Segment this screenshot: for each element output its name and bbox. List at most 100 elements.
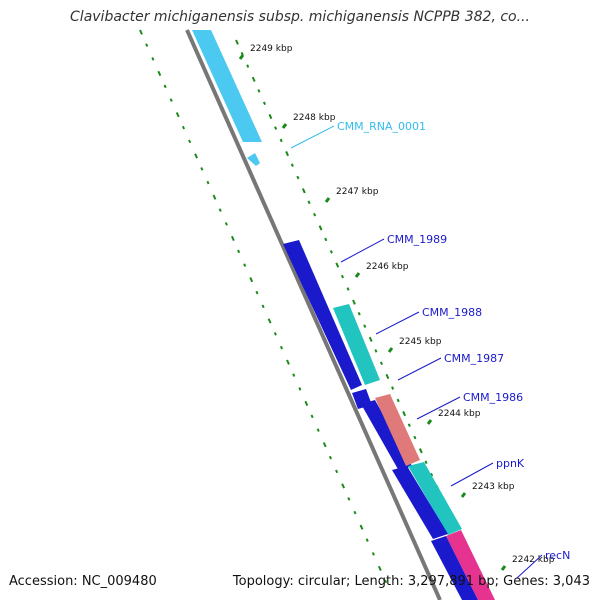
feature-cmm-1986[interactable] (361, 400, 412, 471)
gc-dot-inner (251, 76, 256, 82)
gc-dot-outer (341, 483, 345, 489)
gc-dot-inner (268, 113, 273, 120)
gc-dot-outer (249, 277, 254, 283)
gc-dot-inner (391, 386, 395, 390)
gc-dot-outer (365, 538, 369, 542)
gc-dot-outer (267, 318, 272, 324)
gene-label[interactable]: CMM_1989 (387, 233, 447, 246)
gc-dot-inner (318, 225, 323, 231)
gene-leader-line (290, 125, 335, 149)
gc-dot-outer (194, 153, 198, 159)
ruler-tick-mark (281, 123, 288, 129)
gc-dot-inner (418, 448, 423, 454)
gc-dot-inner (352, 299, 356, 305)
ruler-tick-label: 2246 kbp (366, 262, 409, 272)
feature-labels: CMM_RNA_0001 CMM_1989 CMM_1988 CMM_1987 CMM_… (290, 120, 570, 579)
gc-dot-outer (298, 387, 302, 391)
feature-recn-blue[interactable] (431, 536, 478, 600)
gene-label[interactable]: CMM_RNA_0001 (337, 120, 426, 133)
feature-cmm-rna-0001[interactable] (192, 30, 262, 142)
gc-dot-outer (206, 180, 210, 185)
gc-dot-outer (200, 167, 204, 171)
ruler-tick-label: 2248 kbp (293, 113, 336, 123)
gc-dot-inner (424, 460, 428, 465)
gc-dot-inner (301, 188, 306, 194)
ruler-ticks: 2249 kbp 2248 kbp 2247 kbp 2246 kbp 2245 kbp… (238, 44, 555, 571)
gc-dot-outer (224, 222, 228, 226)
gc-dot-outer (273, 332, 277, 336)
gc-dot-inner (246, 64, 250, 68)
gene-leader-line (516, 554, 543, 579)
gc-dot-outer (181, 125, 186, 130)
ruler-tick-label: 2244 kbp (438, 409, 481, 419)
feature-ppnk-blue[interactable] (392, 466, 448, 539)
gc-dot-inner (296, 175, 300, 180)
gene-label[interactable]: CMM_1986 (463, 391, 523, 404)
gc-dot-outer (175, 112, 180, 118)
gene-leader-line (340, 238, 385, 263)
gc-dot-outer (212, 194, 217, 200)
feature-cmm-rna-0001-tip[interactable] (247, 153, 260, 166)
gene-label[interactable]: ppnK (496, 457, 525, 470)
ruler-tick-mark (238, 54, 245, 60)
gc-dot-outer (261, 304, 265, 309)
feature-recn[interactable] (446, 530, 495, 600)
gene-leader-line (397, 357, 442, 381)
gc-dot-outer (310, 414, 314, 419)
gc-dot-inner (368, 336, 373, 342)
gc-dot-outer (322, 442, 327, 448)
gc-dot-inner (413, 435, 417, 440)
gc-dot-outer (243, 263, 247, 267)
gc-dot-inner (363, 324, 367, 328)
gc-dot-inner (407, 423, 411, 427)
gc-dot-outer (316, 428, 320, 432)
gc-dot-outer (255, 290, 259, 295)
backbone-line (185, 29, 442, 600)
feature-cmm-1988[interactable] (333, 304, 380, 385)
ruler-tick-mark (324, 197, 331, 203)
gc-dot-inner (279, 138, 283, 143)
gene-label[interactable]: CMM_1987 (444, 352, 504, 365)
map-title: Clavibacter michiganensis subsp. michiga… (70, 9, 530, 25)
ruler-tick-mark (426, 419, 433, 425)
gc-dot-inner (307, 200, 311, 205)
gc-dot-outer (230, 235, 235, 242)
ruler-tick-label: 2243 kbp (472, 482, 515, 492)
gc-dot-inner (340, 274, 345, 279)
gc-dot-outer (292, 373, 296, 377)
gene-leader-line (416, 396, 461, 420)
gc-dot-inner (329, 250, 333, 254)
gc-dot-outer (139, 29, 143, 35)
gc-dot-inner (402, 411, 407, 417)
gene-label[interactable]: CMM_1988 (422, 306, 482, 319)
ruler-tick-label: 2245 kbp (399, 337, 442, 347)
gc-dot-inner (235, 39, 239, 45)
gene-leader-line (375, 311, 420, 335)
feature-cmm-1989[interactable] (283, 240, 362, 390)
ruler-tick-label: 2247 kbp (336, 187, 379, 197)
feature-ppnk[interactable] (408, 462, 462, 535)
gc-dot-outer (384, 579, 388, 584)
gc-dot-outer (377, 565, 382, 572)
ruler-tick-mark (387, 347, 394, 353)
gc-dot-outer (157, 70, 162, 77)
gc-dot-inner (374, 349, 378, 353)
gc-dot-inner (385, 373, 390, 380)
gc-dot-outer (328, 455, 333, 460)
gc-dot-outer (163, 84, 167, 89)
gc-dot-outer (218, 208, 222, 212)
gene-label[interactable]: recN (545, 549, 570, 562)
ruler-tick-label: 2242 kbp (512, 555, 555, 565)
gc-dot-inner (285, 151, 290, 157)
ruler-tick-label: 2249 kbp (250, 44, 293, 54)
gc-dot-outer (335, 469, 339, 474)
gc-dot-inner (396, 398, 400, 403)
ruler-tick-mark (500, 565, 507, 571)
feature-cmm-1986-salmon[interactable] (375, 394, 420, 466)
gc-dot-inner (324, 237, 328, 242)
gc-dot-outer (304, 400, 309, 407)
gc-dot-inner (290, 163, 294, 167)
gc-dot-inner (335, 262, 340, 268)
gc-dot-inner (357, 311, 361, 316)
